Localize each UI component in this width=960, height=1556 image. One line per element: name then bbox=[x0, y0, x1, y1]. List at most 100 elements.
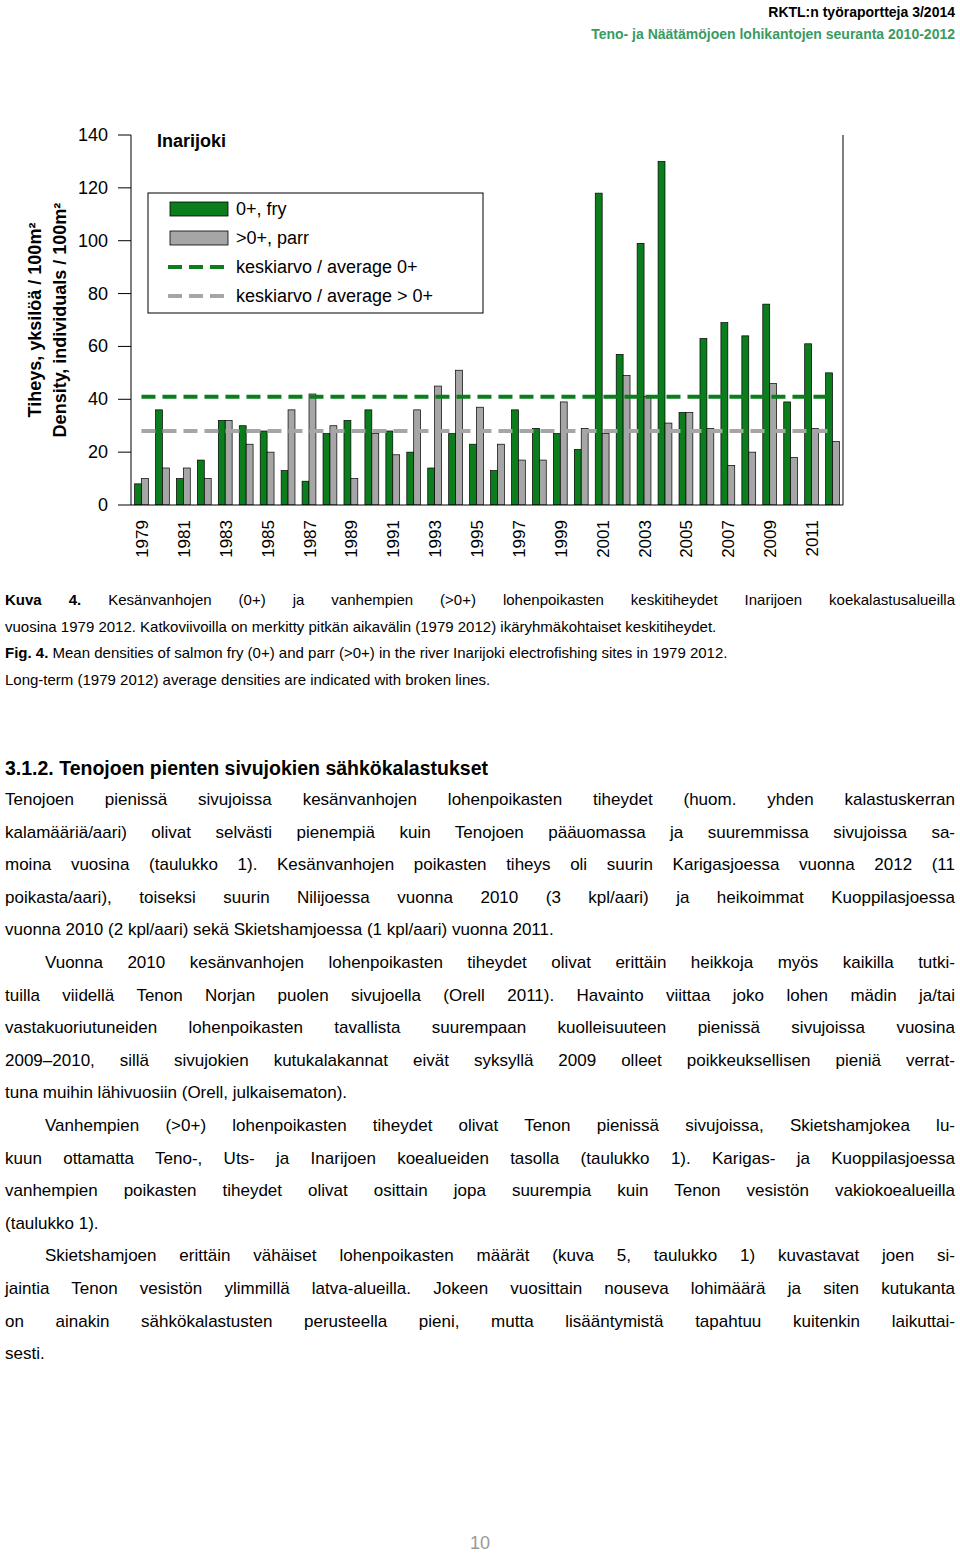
legend-swatch bbox=[168, 294, 230, 298]
bar bbox=[532, 428, 539, 505]
x-tick-label: 1993 bbox=[426, 520, 445, 558]
bar bbox=[176, 479, 183, 505]
legend-label: keskiarvo / average 0+ bbox=[236, 257, 418, 277]
caption-line: vuosina 1979 2012. Katkoviivoilla on mer… bbox=[5, 614, 955, 641]
body-line: on ainakin sähkökalastusten perusteella … bbox=[5, 1306, 955, 1339]
frame-right bbox=[843, 135, 844, 505]
x-tick-label: 2005 bbox=[677, 520, 696, 558]
body-line: tuilla viidellä Tenon Norjan puolen sivu… bbox=[5, 980, 955, 1013]
bar bbox=[414, 410, 421, 505]
chart-title: Inarijoki bbox=[157, 131, 226, 151]
bar bbox=[581, 428, 588, 505]
bar bbox=[197, 460, 204, 505]
average-line bbox=[141, 429, 832, 433]
bar bbox=[135, 484, 142, 505]
legend-swatch bbox=[170, 202, 228, 216]
body-line: kuun ottamatta Teno-, Uts- ja Inarijoen … bbox=[5, 1143, 955, 1176]
caption-text: Mean densities of salmon fry (0+) and pa… bbox=[53, 644, 728, 661]
y-tick-label: 20 bbox=[88, 442, 108, 462]
bar bbox=[707, 428, 714, 505]
x-tick-label: 2007 bbox=[719, 520, 738, 558]
x-tick-label: 1987 bbox=[301, 520, 320, 558]
bar bbox=[770, 383, 777, 505]
bar bbox=[141, 479, 148, 505]
caption-line: Kuva 4. Kesänvanhojen (0+) ja vanhempien… bbox=[5, 587, 955, 614]
legend-swatch bbox=[168, 265, 230, 269]
bar bbox=[435, 386, 442, 505]
bar bbox=[491, 471, 498, 505]
x-tick-label: 2009 bbox=[761, 520, 780, 558]
bar bbox=[512, 410, 519, 505]
bar bbox=[246, 444, 253, 505]
body-line: Tenojoen pienissä sivujoissa kesänvanhoj… bbox=[5, 784, 955, 817]
y-axis-label: Density, individuals / 100m² bbox=[50, 203, 70, 438]
bar bbox=[393, 455, 400, 505]
body-line: vastakuoriutuneiden lohenpoikasten taval… bbox=[5, 1012, 955, 1045]
body-line: Skietshamjoen erittäin vähäiset lohenpoi… bbox=[45, 1240, 955, 1273]
bar bbox=[156, 410, 163, 505]
y-axis-label: Tiheys, yksilöä / 100m² bbox=[25, 223, 45, 418]
bar bbox=[323, 434, 330, 505]
bar bbox=[162, 468, 169, 505]
legend-label: keskiarvo / average > 0+ bbox=[236, 286, 433, 306]
legend-swatch bbox=[170, 231, 228, 245]
y-tick-label: 80 bbox=[88, 284, 108, 304]
bar bbox=[763, 304, 770, 505]
x-tick-label: 1991 bbox=[384, 520, 403, 558]
bar bbox=[791, 457, 798, 505]
y-tick-label: 140 bbox=[78, 125, 108, 145]
y-tick-label: 0 bbox=[98, 495, 108, 515]
caption-text: Long-term (1979 2012) average densities … bbox=[5, 671, 490, 688]
bar bbox=[595, 193, 602, 505]
bar bbox=[281, 471, 288, 505]
x-tick-label: 1989 bbox=[342, 520, 361, 558]
y-tick bbox=[118, 505, 131, 506]
bar bbox=[658, 161, 665, 505]
body-line: poikasta/aari), toiseksi suurin Nilijoes… bbox=[5, 882, 955, 915]
body-line: sesti. bbox=[5, 1338, 955, 1371]
bar bbox=[574, 450, 581, 506]
header-subtitle: Teno- ja Näätämöjoen lohikantojen seuran… bbox=[5, 24, 955, 44]
bar bbox=[449, 434, 456, 505]
legend-label: >0+, parr bbox=[236, 228, 309, 248]
legend-box bbox=[148, 193, 483, 313]
bar bbox=[428, 468, 435, 505]
body-line: vanhempien poikasten tiheydet olivat osi… bbox=[5, 1175, 955, 1208]
bar bbox=[560, 402, 567, 505]
y-tick-label: 100 bbox=[78, 231, 108, 251]
caption-label: Fig. 4. bbox=[5, 644, 48, 661]
x-tick-label: 2001 bbox=[594, 520, 613, 558]
bar bbox=[700, 339, 707, 506]
bar bbox=[665, 423, 672, 505]
bar bbox=[288, 410, 295, 505]
y-tick bbox=[118, 399, 131, 400]
bar bbox=[812, 428, 819, 505]
body-line: vuonna 2010 (2 kpl/aari) sekä Skietshamj… bbox=[5, 914, 955, 947]
x-tick-label: 2003 bbox=[636, 520, 655, 558]
x-tick-label: 1985 bbox=[259, 520, 278, 558]
section-heading: 3.1.2. Tenojoen pienten sivujokien sähkö… bbox=[5, 752, 955, 784]
y-axis bbox=[131, 135, 132, 505]
bar bbox=[204, 479, 211, 505]
y-tick bbox=[118, 346, 131, 347]
bar bbox=[553, 434, 560, 505]
bar bbox=[225, 420, 232, 505]
bar bbox=[477, 407, 484, 505]
body-line: Vanhempien (>0+) lohenpoikasten tiheydet… bbox=[45, 1110, 955, 1143]
body-line: 2009–2010, sillä sivujokien kutukalakann… bbox=[5, 1045, 955, 1078]
body-line: kalamääriä/aari) olivat selvästi pienemp… bbox=[5, 817, 955, 850]
chart: Tiheys, yksilöä / 100m²Density, individu… bbox=[0, 0, 960, 580]
caption-label: Kuva 4. bbox=[5, 591, 81, 608]
bar bbox=[539, 460, 546, 505]
bar bbox=[749, 452, 756, 505]
body-line: tuna muihin lähivuosiin (Orell, julkaise… bbox=[5, 1077, 955, 1110]
bar bbox=[239, 426, 246, 505]
bar bbox=[351, 479, 358, 505]
y-tick bbox=[118, 135, 131, 136]
x-axis bbox=[131, 505, 843, 506]
bar bbox=[826, 373, 833, 505]
bar bbox=[309, 394, 316, 505]
body-line: moina vuosina (taulukko 1). Kesänvanhoje… bbox=[5, 849, 955, 882]
body-line: jaintia Tenon vesistön ylimmillä latva-a… bbox=[5, 1273, 955, 1306]
bar bbox=[372, 434, 379, 505]
